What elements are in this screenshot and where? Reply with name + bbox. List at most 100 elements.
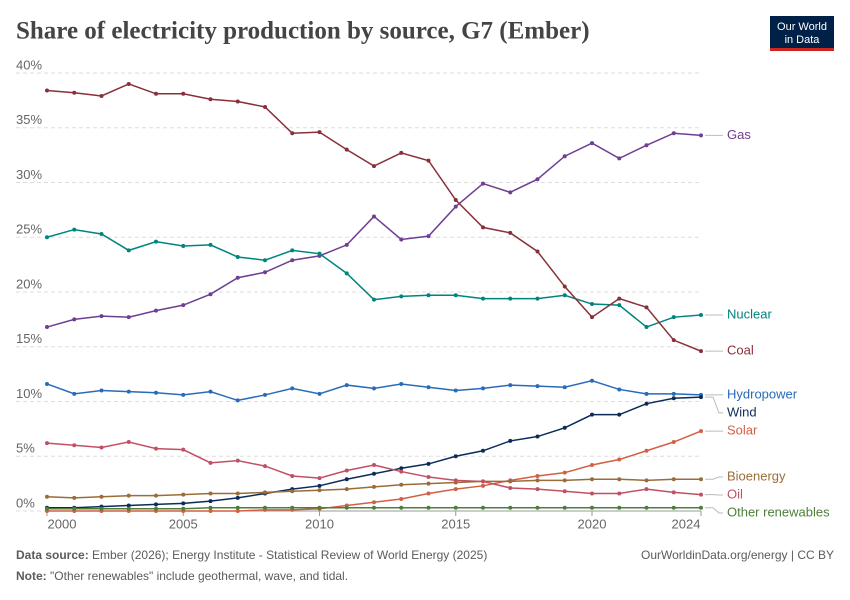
source-text: Ember (2026); Energy Institute - Statist… (92, 548, 487, 562)
data-point (72, 506, 77, 511)
data-point (317, 251, 322, 256)
data-point (154, 239, 158, 244)
data-point (453, 293, 458, 298)
source-label: Data source: (16, 548, 89, 562)
data-point (399, 466, 404, 471)
data-point (154, 91, 158, 96)
data-point (208, 242, 213, 247)
data-point (181, 506, 186, 511)
note-text: "Other renewables" include geothermal, w… (50, 569, 348, 583)
data-point (126, 315, 131, 320)
data-point (644, 487, 649, 492)
data-point (699, 349, 703, 354)
data-point (99, 231, 104, 236)
data-point (344, 468, 349, 473)
data-point (562, 505, 567, 510)
data-point (181, 91, 186, 96)
series-label: Bioenergy (727, 468, 786, 483)
data-point (45, 494, 49, 499)
x-tick-label: 2024 (672, 516, 701, 531)
logo: Our World in Data (770, 16, 834, 51)
data-point (562, 489, 567, 494)
data-point (590, 412, 594, 417)
data-point (126, 506, 131, 511)
data-point (290, 258, 295, 263)
data-point (45, 235, 49, 240)
data-point (344, 505, 349, 510)
x-tick-label: 2010 (305, 516, 334, 531)
data-point (290, 131, 295, 136)
data-point (372, 484, 376, 489)
data-point (72, 317, 77, 322)
data-point (481, 296, 485, 301)
data-point (290, 248, 295, 253)
data-point (617, 296, 622, 301)
y-tick-label: 0% (16, 495, 35, 510)
data-point (72, 227, 77, 232)
series-label: Oil (727, 486, 743, 501)
data-point (154, 502, 158, 507)
label-connector (705, 507, 723, 514)
data-point (617, 491, 622, 496)
data-point (671, 440, 676, 445)
data-point (699, 133, 703, 138)
data-point (671, 131, 676, 136)
data-point (399, 482, 404, 487)
y-tick-label: 25% (16, 222, 42, 237)
data-point (535, 478, 540, 483)
data-point (535, 473, 540, 478)
data-point (590, 463, 594, 468)
data-point (290, 489, 295, 494)
data-point (699, 505, 703, 510)
data-point (208, 509, 213, 513)
data-point (617, 477, 622, 482)
y-tick-label: 35% (16, 112, 42, 127)
data-point (562, 284, 567, 289)
data-point (453, 454, 458, 459)
x-tick-label: 2020 (578, 516, 607, 531)
data-point (644, 505, 649, 510)
data-point (481, 181, 485, 186)
data-point (453, 487, 458, 492)
logo-text: in Data (785, 34, 821, 46)
y-tick-label: 20% (16, 276, 42, 291)
data-point (481, 505, 485, 510)
data-point (617, 303, 622, 308)
data-point (372, 505, 376, 510)
series-label: Other renewables (727, 504, 830, 519)
data-point (181, 447, 186, 452)
data-point (508, 296, 513, 301)
data-point (126, 440, 131, 445)
data-point (344, 383, 349, 388)
data-point (562, 478, 567, 483)
data-point (208, 499, 213, 504)
data-point (263, 104, 267, 109)
license: OurWorldinData.org/energy | CC BY (641, 548, 834, 562)
data-point (263, 392, 267, 397)
y-tick-label: 15% (16, 331, 42, 346)
data-point (126, 493, 131, 498)
data-point (590, 505, 594, 510)
data-point (562, 470, 567, 475)
data-point (453, 198, 458, 203)
data-point (317, 483, 322, 488)
data-point (181, 392, 186, 397)
data-point (126, 503, 131, 508)
y-tick-label: 10% (16, 386, 42, 401)
data-point (372, 297, 376, 302)
data-point (508, 383, 513, 388)
data-point (126, 81, 131, 86)
data-point (535, 384, 540, 389)
data-point (372, 463, 376, 468)
data-point (45, 441, 49, 446)
data-point (372, 386, 376, 391)
series-label: Gas (727, 127, 751, 142)
data-point (481, 448, 485, 453)
data-point (317, 488, 322, 493)
data-point (235, 254, 240, 259)
series-label: Nuclear (727, 306, 772, 321)
data-point (590, 378, 594, 383)
data-point (45, 381, 49, 386)
data-point (99, 445, 104, 450)
data-point (45, 325, 49, 330)
